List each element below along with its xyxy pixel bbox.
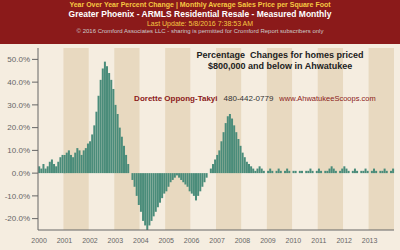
- svg-text:2003: 2003: [108, 237, 124, 244]
- svg-text:-20.0%: -20.0%: [8, 214, 30, 223]
- svg-text:2011: 2011: [311, 237, 326, 244]
- html-text:Percentage Changes for homes p: Percentage Changes for homes priced: [196, 49, 364, 60]
- svg-text:2013: 2013: [362, 237, 378, 244]
- html-text:© 2016 Cromford Associates LLC: © 2016 Cromford Associates LLC - sharing…: [76, 28, 324, 34]
- svg-text:2010: 2010: [286, 237, 302, 244]
- svg-text:50.0%: 50.0%: [8, 55, 30, 64]
- html-text:www.AhwatukeeScoops.com: www.AhwatukeeScoops.com: [279, 93, 376, 103]
- svg-text:2009: 2009: [260, 237, 276, 244]
- svg-text:30.0%: 30.0%: [8, 101, 30, 110]
- html-text:Year Over Year Percent Change: Year Over Year Percent Change | Monthly …: [69, 1, 331, 8]
- svg-text:20.0%: 20.0%: [8, 123, 30, 132]
- svg-text:10.0%: 10.0%: [8, 146, 30, 155]
- svg-text:2000: 2000: [31, 237, 47, 244]
- svg-text:2007: 2007: [209, 237, 225, 244]
- html-text:480-442-0779: 480-442-0779: [223, 93, 274, 103]
- svg-text:2002: 2002: [82, 237, 98, 244]
- svg-text:2005: 2005: [158, 237, 174, 244]
- svg-text:2012: 2012: [336, 237, 352, 244]
- svg-text:0.0%: 0.0%: [12, 169, 30, 178]
- html-text:$800,000 and below in Ahwatuke: $800,000 and below in Ahwatukee: [208, 61, 353, 72]
- svg-text:2006: 2006: [184, 237, 200, 244]
- svg-text:2004: 2004: [133, 237, 149, 244]
- svg-text:2001: 2001: [57, 237, 73, 244]
- html-text:Greater Phoenix - ARMLS Reside: Greater Phoenix - ARMLS Residential Resa…: [68, 9, 332, 20]
- html-text:Dorette Oppong-Takyi: Dorette Oppong-Takyi: [134, 93, 218, 103]
- svg-text:-10.0%: -10.0%: [8, 192, 30, 201]
- svg-text:40.0%: 40.0%: [8, 78, 30, 87]
- svg-text:2008: 2008: [235, 237, 251, 244]
- html-text:Last Update: 5/8/2016 7:38:53: Last Update: 5/8/2016 7:38:53 AM: [146, 19, 254, 27]
